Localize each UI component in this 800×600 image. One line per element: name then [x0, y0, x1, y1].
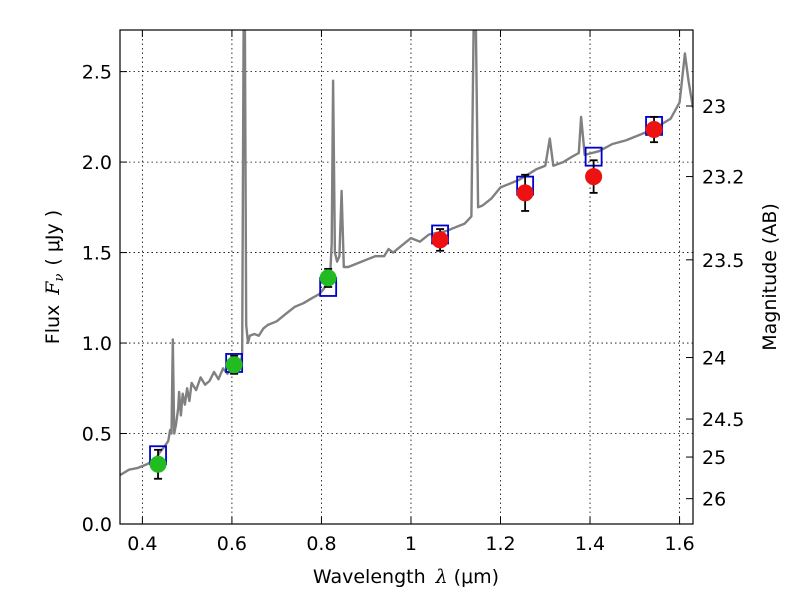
x-tick-label: 1 — [405, 533, 417, 555]
x-axis-title: Wavelength λ (μm) — [313, 566, 499, 588]
right-tick-label: 26 — [702, 489, 726, 511]
right-axis-title: Magnitude (AB) — [759, 203, 781, 351]
axis-ticks: 0.4 0.6 0.8 1 1.2 1.4 1.6 0.0 0.5 1.0 1.5 2.0 2.5 23 2… — [82, 30, 744, 555]
x-tick-label: 0.8 — [306, 533, 336, 555]
observed-nir-point — [645, 121, 663, 139]
y-axis-label: Flux — [42, 305, 64, 345]
y-tick-label: 1.5 — [82, 243, 112, 265]
right-tick-label: 23 — [702, 96, 726, 118]
x-tick-label: 0.4 — [127, 533, 157, 555]
y-tick-label: 0.5 — [82, 424, 112, 446]
x-tick-label: 0.6 — [217, 533, 247, 555]
right-tick-label: 23.5 — [702, 250, 744, 272]
plot-area — [120, 30, 693, 480]
observed-nir-point — [516, 184, 534, 202]
y-axis-unit: ( μJy ) — [42, 210, 64, 266]
right-tick-label: 23.2 — [702, 167, 744, 189]
y-tick-label: 0.0 — [82, 514, 112, 536]
x-tick-label: 1.2 — [485, 533, 515, 555]
y-tick-label: 2.5 — [82, 62, 112, 84]
plot-frame — [119, 29, 694, 525]
x-tick-label: 1.4 — [575, 533, 605, 555]
observed-nir-point — [585, 168, 603, 186]
right-tick-label: 24.5 — [702, 409, 744, 431]
observed-optical-point — [319, 269, 337, 287]
x-axis-unit: (μm) — [454, 566, 499, 588]
observed-optical-point — [225, 356, 243, 374]
observed-nir-point — [431, 231, 449, 249]
y-axis-title: Flux Fν ( μJy ) — [42, 210, 67, 344]
model-spectrum-line — [120, 30, 693, 477]
y-tick-label: 2.0 — [82, 152, 112, 174]
x-axis-symbol: λ — [435, 566, 448, 588]
y-axis-symbol-subscript: ν — [52, 274, 67, 282]
y-tick-label: 1.0 — [82, 333, 112, 355]
y-axis-symbol: F — [42, 281, 64, 296]
x-tick-label: 1.6 — [664, 533, 694, 555]
right-tick-label: 24 — [702, 348, 726, 370]
right-tick-label: 25 — [702, 447, 726, 469]
x-axis-label: Wavelength — [313, 566, 426, 588]
observed-optical-point — [149, 455, 167, 473]
